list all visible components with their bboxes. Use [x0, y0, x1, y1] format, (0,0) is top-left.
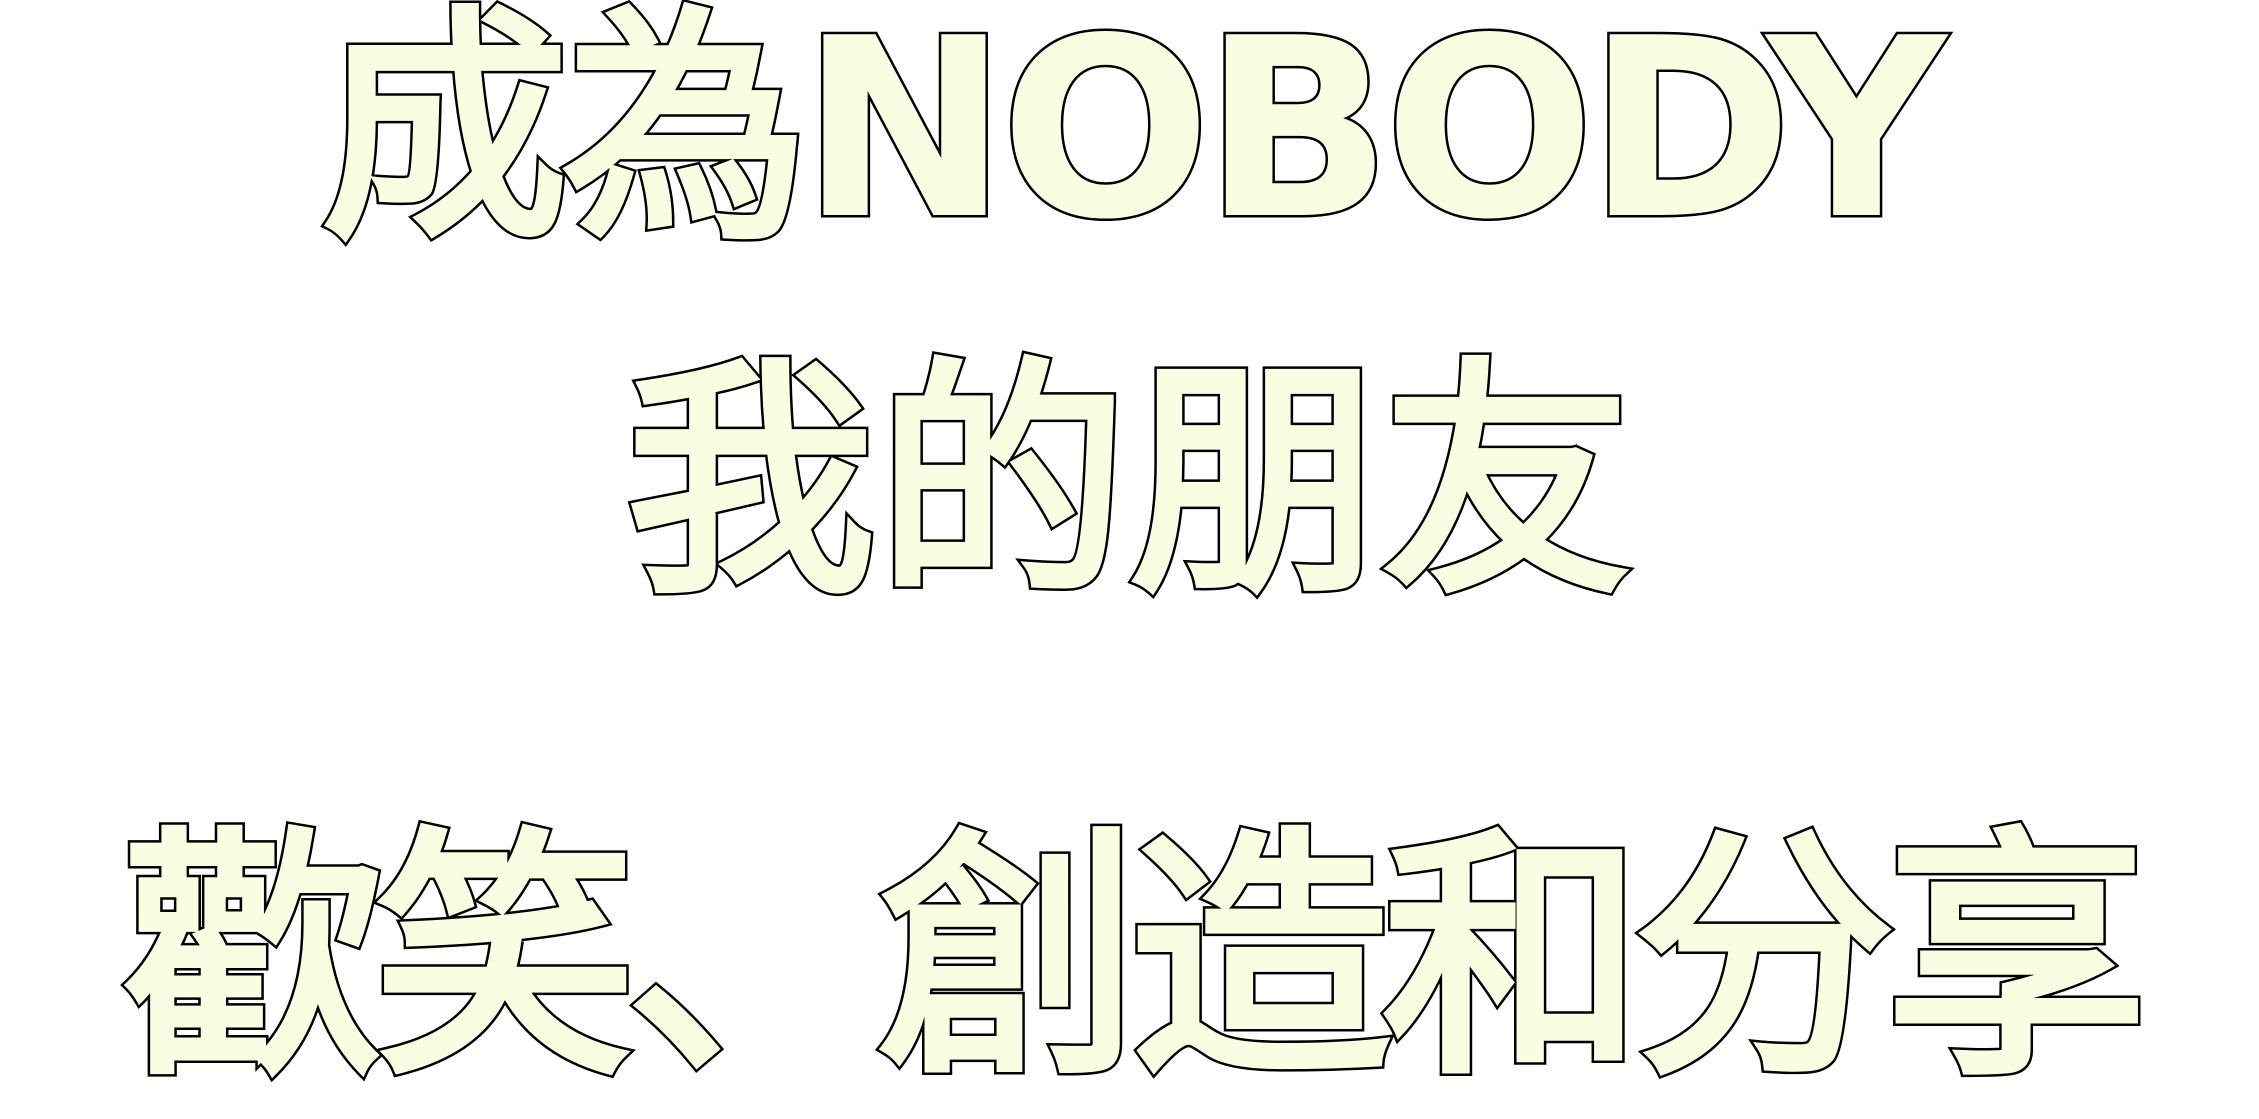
headline-line-3: 歡笑、創造和分享 — [119, 806, 2150, 1111]
headline-line-2: 我的朋友 — [623, 337, 1634, 628]
headline-line-1: 成為NOBODY — [318, 0, 1949, 274]
